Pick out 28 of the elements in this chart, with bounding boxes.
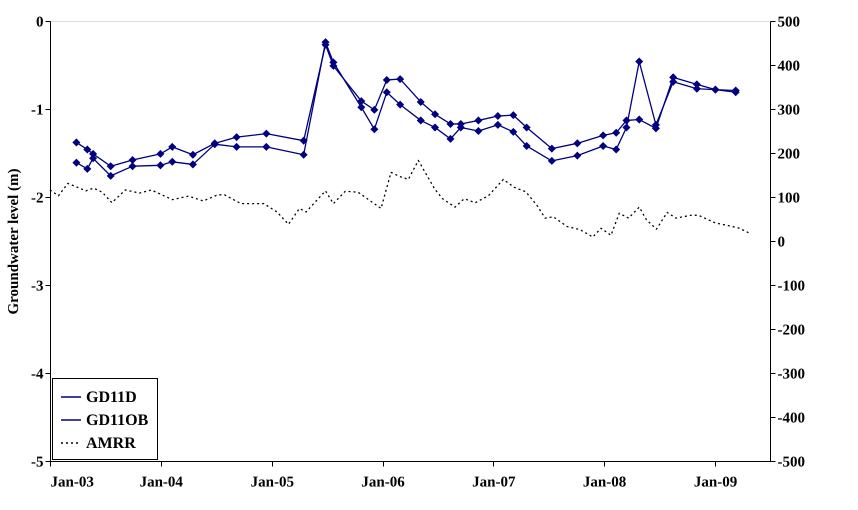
y-tick-label: -2 xyxy=(31,190,44,206)
y2-tick-label: -200 xyxy=(778,322,805,338)
y-tick-label: -1 xyxy=(31,102,44,118)
y2-tick-label: -300 xyxy=(778,366,805,382)
legend-label: GD11D xyxy=(86,389,137,406)
x-tick-label: Jan-04 xyxy=(140,474,184,490)
y-tick-label: -3 xyxy=(31,278,44,294)
x-tick-label: Jan-06 xyxy=(361,474,406,490)
y2-tick-label: 0 xyxy=(778,234,785,250)
y-tick-label: -5 xyxy=(31,454,44,470)
y2-tick-label: 500 xyxy=(778,14,800,30)
y2-tick-label: -500 xyxy=(778,454,805,470)
y2-tick-label: 300 xyxy=(778,102,800,118)
y-tick-label: -4 xyxy=(31,366,44,382)
y2-tick-label: -400 xyxy=(778,410,805,426)
y2-tick-label: 200 xyxy=(778,146,800,162)
y2-tick-label: 100 xyxy=(778,190,800,206)
x-tick-label: Jan-08 xyxy=(582,474,626,490)
y-axis-title: Groundwater level (m) xyxy=(6,168,22,315)
legend-label: GD11OB xyxy=(86,412,149,429)
x-tick-label: Jan-05 xyxy=(250,474,294,490)
y2-tick-label: 400 xyxy=(778,58,800,74)
y2-tick-label: -100 xyxy=(778,278,805,294)
y-tick-label: 0 xyxy=(36,14,44,30)
x-tick-label: Jan-03 xyxy=(50,474,94,490)
legend-label: AMRR xyxy=(86,435,136,452)
x-tick-label: Jan-09 xyxy=(694,474,738,490)
x-tick-label: Jan-07 xyxy=(472,474,516,490)
